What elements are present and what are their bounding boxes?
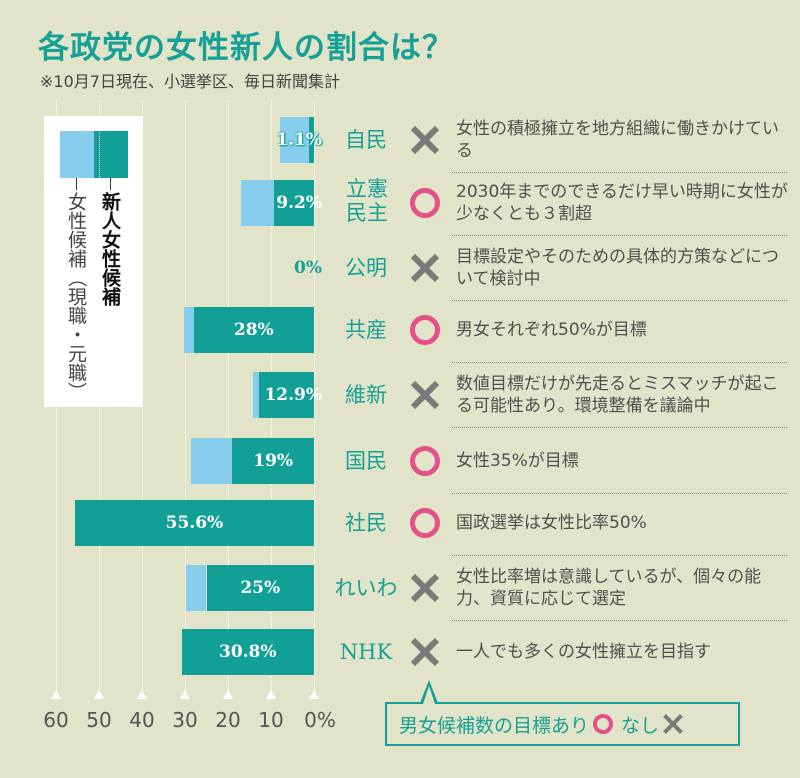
bar-new bbox=[232, 438, 314, 484]
policy-text: 男女それぞれ50%が目標 bbox=[456, 320, 647, 340]
party-name: 社民 bbox=[345, 511, 387, 535]
party-name: 自民 bbox=[345, 128, 387, 152]
legend: 女性候補（現職・元職） 新人女性候補 bbox=[44, 116, 143, 407]
bar-new bbox=[309, 117, 314, 163]
row-divider bbox=[452, 620, 787, 621]
bar-new bbox=[74, 500, 314, 546]
tick-marker-icon bbox=[94, 690, 104, 699]
bar-incumbent bbox=[191, 438, 233, 484]
circle-icon bbox=[410, 508, 440, 538]
policy-text: 目標設定やそのための具体的方策などについて検討中 bbox=[456, 247, 779, 289]
gridline bbox=[56, 100, 57, 695]
circle-icon bbox=[410, 188, 440, 218]
tick-label: 50 bbox=[86, 708, 112, 732]
row-divider bbox=[452, 427, 787, 428]
legend-label-incumbent: 女性候補（現職・元職） bbox=[65, 192, 87, 401]
tick-label: 20 bbox=[215, 708, 241, 732]
row-divider bbox=[452, 172, 787, 173]
bar-new bbox=[274, 180, 314, 226]
circle-icon bbox=[410, 446, 440, 476]
legend-swatch-incumbent bbox=[60, 131, 94, 178]
party-name: 維新 bbox=[345, 383, 387, 407]
key-label-yes: 男女候補数の目標あり bbox=[399, 714, 590, 737]
data-label: 9.2% bbox=[276, 193, 322, 213]
cross-icon bbox=[410, 125, 440, 155]
bar-incumbent bbox=[253, 372, 259, 418]
row-divider bbox=[452, 300, 787, 301]
row-divider bbox=[452, 555, 787, 556]
tick-label: 0% bbox=[304, 708, 336, 732]
gridline bbox=[99, 100, 100, 695]
subtitle: ※10月7日現在、小選挙区、毎日新聞集計 bbox=[40, 72, 340, 91]
legend-leader-new bbox=[110, 178, 111, 190]
page-title: 各政党の女性新人の割合は？ bbox=[38, 30, 454, 66]
policy-text: 数値目標だけが先走るとミスマッチが起こる可能性あり。環境整備を議論中 bbox=[456, 374, 779, 416]
party-name: れいわ bbox=[334, 576, 398, 600]
row-divider bbox=[452, 235, 787, 236]
key-label-no: なし bbox=[621, 714, 660, 737]
tick-label: 10 bbox=[258, 708, 284, 732]
data-label: 25% bbox=[240, 578, 281, 598]
data-label: 55.6% bbox=[165, 513, 224, 533]
cross-icon bbox=[410, 573, 440, 603]
legend-leader-incumbent bbox=[76, 178, 77, 190]
tick-label: 60 bbox=[43, 708, 69, 732]
data-label: 12.9% bbox=[264, 385, 322, 405]
tick-label: 30 bbox=[172, 708, 198, 732]
party-name: 共産 bbox=[345, 318, 387, 342]
policy-text: 女性35%が目標 bbox=[456, 451, 579, 471]
key-pointer-inner bbox=[423, 686, 435, 704]
tick-label: 40 bbox=[129, 708, 155, 732]
gridline bbox=[185, 100, 186, 695]
cross-icon bbox=[410, 637, 440, 667]
tick-marker-icon bbox=[266, 690, 276, 699]
bar-new bbox=[193, 307, 314, 353]
bar-incumbent bbox=[185, 565, 207, 611]
cross-icon bbox=[410, 380, 440, 410]
bar-incumbent bbox=[240, 180, 275, 226]
row-divider bbox=[452, 362, 787, 363]
policy-text: 一人でも多くの女性擁立を目指す bbox=[456, 642, 711, 662]
gridline bbox=[314, 100, 315, 695]
gridline bbox=[142, 100, 143, 695]
party-name: 国民 bbox=[345, 449, 387, 473]
policy-text: 国政選挙は女性比率50% bbox=[456, 513, 647, 533]
party-name: NHK bbox=[339, 640, 393, 664]
policy-text: 女性の積極擁立を地方組織に働きかけている bbox=[456, 119, 779, 161]
goal-key: 男女候補数の目標あり なし bbox=[385, 702, 740, 746]
tick-marker-icon bbox=[137, 690, 147, 699]
party-name: 公明 bbox=[345, 256, 387, 280]
bar-incumbent bbox=[184, 307, 194, 353]
tick-marker-icon bbox=[309, 690, 319, 699]
cross-icon bbox=[410, 253, 440, 283]
data-label: 30.8% bbox=[218, 642, 277, 662]
bar-incumbent bbox=[280, 117, 310, 163]
bar-new bbox=[258, 372, 314, 418]
data-label: 19% bbox=[253, 451, 294, 471]
circle-icon bbox=[410, 315, 440, 345]
cross-icon bbox=[663, 714, 683, 734]
tick-marker-icon bbox=[51, 690, 61, 699]
row-divider bbox=[452, 493, 787, 494]
party-name: 立憲民主 bbox=[346, 177, 388, 225]
legend-label-new: 新人女性候補 bbox=[99, 192, 121, 306]
data-label: 28% bbox=[233, 320, 274, 340]
policy-text: 2030年までのできるだけ早い時期に女性が少なくとも３割超 bbox=[456, 182, 788, 224]
tick-marker-icon bbox=[180, 690, 190, 699]
policy-text: 女性比率増は意識しているが、個々の能力、資質に応じて選定 bbox=[456, 567, 762, 609]
circle-icon bbox=[593, 714, 614, 734]
data-label: 1.1% bbox=[276, 130, 322, 150]
gridline bbox=[228, 100, 229, 695]
bar-new bbox=[206, 565, 314, 611]
tick-marker-icon bbox=[223, 690, 233, 699]
data-label: 0% bbox=[294, 258, 322, 278]
bar-new bbox=[181, 629, 314, 675]
